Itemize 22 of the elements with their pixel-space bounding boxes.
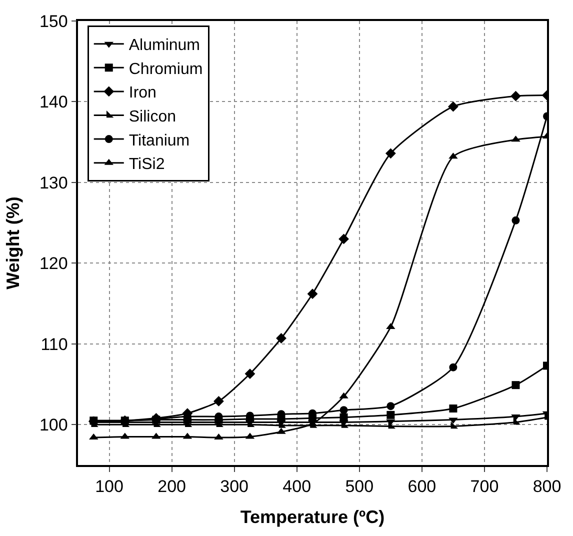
x-tick-label: 700 — [470, 477, 499, 496]
legend-label: TiSi2 — [128, 156, 165, 174]
y-tick-label: 130 — [39, 173, 68, 192]
legend-label: Silicon — [128, 108, 176, 126]
y-tick-label: 110 — [40, 334, 68, 354]
y-tick-label: 150 — [39, 12, 68, 31]
y-tick-label: 120 — [39, 254, 68, 274]
legend-label: Aluminum — [128, 37, 200, 54]
y-axis-title: Weight (%) — [3, 196, 24, 290]
x-tick-label: 800 — [532, 477, 562, 496]
x-tick-label: 200 — [158, 477, 186, 496]
x-tick-label: 400 — [282, 477, 312, 496]
x-tick-label: 500 — [345, 477, 374, 496]
x-axis-title: Temperature (ºC) — [240, 506, 385, 527]
legend-label: Chromium — [128, 60, 203, 78]
x-tick-label: 600 — [408, 477, 436, 496]
legend-label: Titanium — [128, 132, 190, 150]
y-tick-label: 140 — [39, 92, 68, 112]
x-tick-label: 300 — [220, 477, 249, 496]
y-tick-label: 100 — [39, 416, 68, 435]
legend-label: Iron — [128, 84, 156, 102]
x-tick-label: 100 — [95, 477, 124, 496]
